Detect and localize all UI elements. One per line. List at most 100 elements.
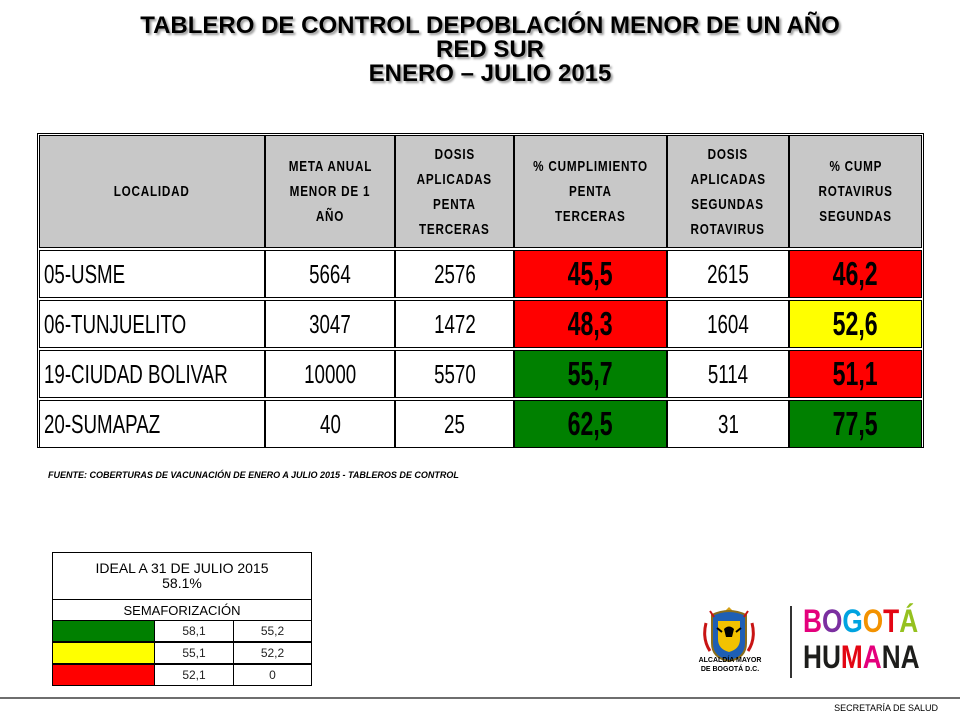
logo-letter: M [840,639,863,675]
table-cell-value: 45,5 [568,255,613,292]
column-header-line: DOSIS [434,145,475,163]
semaforo-max: 52,1 [154,664,234,686]
logo-letter: B [803,603,822,639]
column-header-line: % CUMP [829,158,882,175]
table-cell-localidad: 19-CIUDAD BOLIVAR [39,350,265,398]
semaforo-color-swatch [52,642,155,664]
column-header-line: ROTAVIRUS [690,220,766,238]
logo-letter: O [862,603,884,639]
title-line-1: TABLERO DE CONTROL DEPOBLACIÓN MENOR DE … [140,12,840,39]
column-header-line: PENTA [433,195,476,213]
table-cell-localidad: 05-USME [39,250,265,298]
column-header-line: ROTAVIRUS [818,183,893,200]
column-header-line: SEGUNDAS [691,195,765,213]
table-cell-value: 05-USME [44,258,126,289]
bogota-logo-text: BOGOTÁ [803,604,918,638]
ideal-semaforo-table: IDEAL A 31 DE JULIO 2015 58.1% SEMAFORIZAC… [52,552,312,686]
column-header-line: LOCALIDAD [114,183,190,200]
table-cell-pct-penta: 45,5 [514,250,667,298]
semaforo-max: 58,1 [154,620,234,642]
table-cell-value: 2615 [707,258,749,289]
table-cell-pct-rota: 51,1 [789,350,922,398]
logo-letter: U [821,639,841,675]
alcaldia-line-1: ALCALDÍA MAYOR [698,657,762,664]
column-header-3: DOSIS APLICADAS PENTA TERCERAS [395,135,514,248]
table-cell-pct-penta: 48,3 [514,300,667,348]
semaforo-color-swatch [52,620,155,642]
alcaldia-label: ALCALDÍA MAYOR DE BOGOTÁ D.C. [680,656,780,674]
table-cell-pct-rota: 52,6 [789,300,922,348]
table-cell-value: 5664 [309,258,351,289]
table-cell-value: 19-CIUDAD BOLIVAR [44,358,228,389]
table-cell-dosis-penta: 1472 [395,300,514,348]
table-cell-value: 25 [444,408,465,439]
table-cell-dosis-rota: 5114 [667,350,789,398]
semaforo-color-swatch [52,664,155,686]
table-cell-value: 2576 [433,258,476,289]
table-cell-pct-rota: 46,2 [789,250,922,298]
table-cell-pct-rota: 77,5 [789,400,922,448]
ideal-title-line: 58.1% [162,575,202,591]
table-cell-dosis-rota: 1604 [667,300,789,348]
table-cell-value: 20-SUMAPAZ [44,408,161,439]
logo-letter: O [821,603,843,639]
column-header-line: APLICADAS [690,170,766,188]
table-cell-dosis-penta: 25 [395,400,514,448]
table-cell-meta: 5664 [265,250,395,298]
vaccination-table: LOCALIDAD META ANUAL MENOR DE 1 AÑO DOSIS AP… [37,133,924,448]
footer-label: SECRETARÍA DE SALUD [834,703,938,713]
table-cell-meta: 3047 [265,300,395,348]
logo-letter: A [900,639,920,675]
logo-letter: T [883,603,900,639]
column-header-2: META ANUAL MENOR DE 1 AÑO [265,135,395,248]
bogota-coat-of-arms-icon [703,607,755,663]
table-cell-value: 48,3 [568,305,613,342]
column-header-line: DOSIS [707,145,749,163]
semaforo-max: 55,1 [154,642,234,664]
table-cell-value: 06-TUNJUELITO [44,308,187,339]
table-cell-meta: 40 [265,400,395,448]
logo-letter: A [862,639,882,675]
logo-divider [790,606,792,678]
table-cell-value: 31 [717,408,739,439]
ideal-title-line: IDEAL A 31 DE JULIO 2015 [95,560,269,576]
title-line-2: RED SUR [435,36,544,63]
table-cell-value: 77,5 [833,405,878,442]
table-cell-value: 3047 [309,308,351,339]
table-cell-value: 10000 [303,358,357,389]
table-cell-localidad: 06-TUNJUELITO [39,300,265,348]
table-cell-dosis-rota: 31 [667,400,789,448]
table-cell-value: 40 [319,408,341,439]
table-cell-pct-penta: 62,5 [514,400,667,448]
table-cell-value: 55,7 [568,355,613,392]
table-cell-value: 5570 [433,358,476,389]
column-header-line: TERCERAS [555,208,626,225]
table-cell-dosis-penta: 5570 [395,350,514,398]
source-note: FUENTE: COBERTURAS DE VACUNACIÓN DE ENER… [48,470,459,480]
table-cell-value: 5114 [707,358,749,389]
logo-letter: Á [899,603,919,639]
column-header-6: % CUMP ROTAVIRUS SEGUNDAS [789,135,922,248]
page-title: TABLERO DE CONTROL DEPOBLACIÓN MENOR DE … [0,14,960,86]
logo-letter: H [803,639,822,675]
table-cell-value: 51,1 [833,355,878,392]
semaforo-label: SEMAFORIZACIÓN [52,599,312,621]
table-cell-value: 46,2 [833,255,878,292]
table-cell-localidad: 20-SUMAPAZ [39,400,265,448]
semaforo-min: 52,2 [233,642,312,664]
semaforo-min: 0 [233,664,312,686]
table-cell-dosis-penta: 2576 [395,250,514,298]
table-cell-meta: 10000 [265,350,395,398]
column-header-line: APLICADAS [416,170,493,188]
humana-logo-text: HUMANA [803,639,920,675]
column-header-line: PENTA [569,183,612,200]
table-cell-pct-penta: 55,7 [514,350,667,398]
table-cell-value: 1472 [433,308,476,339]
table-cell-dosis-rota: 2615 [667,250,789,298]
column-header-line: TERCERAS [419,220,490,238]
ideal-title: IDEAL A 31 DE JULIO 2015 58.1% [52,552,312,600]
footer-divider [0,697,960,699]
column-header-5: DOSIS APLICADAS SEGUNDAS ROTAVIRUS [667,135,789,248]
table-cell-value: 1604 [707,308,749,339]
column-header-1: LOCALIDAD [39,135,265,248]
